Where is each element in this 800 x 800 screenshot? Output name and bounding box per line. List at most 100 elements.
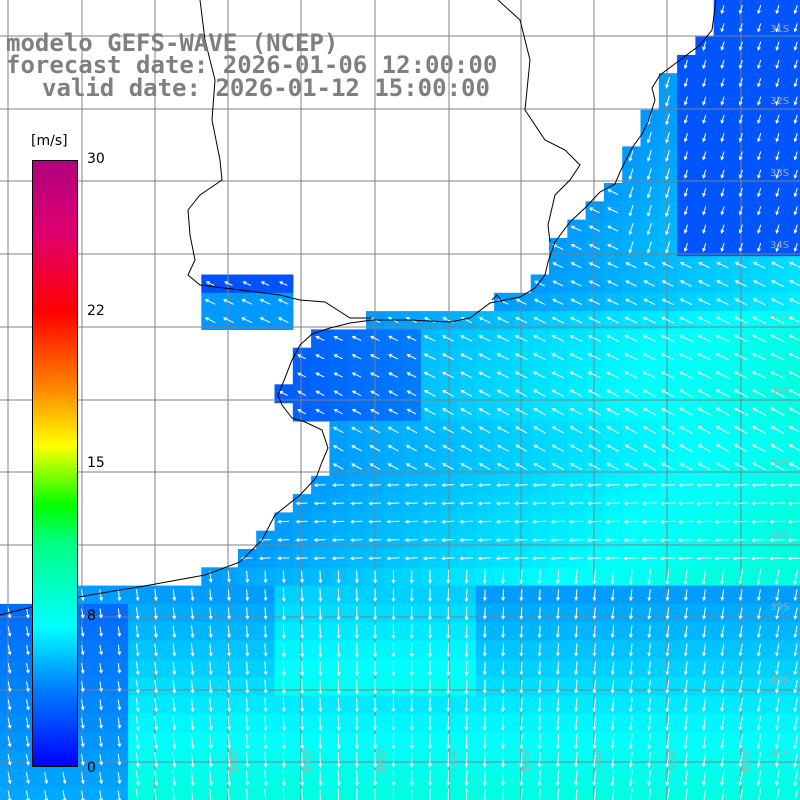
wind-arrow [720,242,725,253]
wind-arrow [738,59,743,70]
speed-cell [786,91,800,111]
wind-arrow [117,589,122,602]
wind-arrow [80,681,85,693]
wind-arrow [665,95,671,107]
wind-arrow [625,280,637,287]
wind-arrow [428,569,432,584]
speed-cell [219,786,239,800]
wind-arrow [537,589,542,602]
wind-arrow [793,568,799,586]
wind-arrow [227,770,232,787]
wind-arrow [460,390,473,397]
wind-arrow [586,501,602,506]
wind-arrow [423,408,436,416]
wind-arrow [775,78,780,88]
wind-arrow [446,697,451,713]
wind-arrow [610,752,615,768]
wind-arrow [665,734,670,750]
wind-arrow [610,770,615,787]
lat-label: 31S [770,24,790,35]
speed-cell [786,567,800,587]
wind-arrow [624,316,638,324]
wind-arrow [520,788,523,800]
wind-arrow [701,752,707,768]
wind-arrow [446,715,451,731]
wind-arrow [318,606,323,621]
wind-arrow [569,426,583,434]
wind-arrow [793,187,798,198]
wind-arrow [80,626,85,638]
wind-arrow [80,699,85,711]
wind-arrow [373,752,378,768]
speed-cell [786,183,800,202]
wind-arrow [496,335,510,342]
wind-arrow [227,679,232,694]
wind-arrow [628,204,634,217]
speed-cell [786,109,800,129]
wind-arrow [446,752,451,768]
wind-arrow [623,501,639,506]
wind-arrow [349,538,363,542]
speed-cell [36,786,56,800]
wind-arrow [683,59,688,70]
wind-arrow [555,697,560,713]
wind-arrow [750,501,767,506]
speed-cell [786,695,800,715]
wind-arrow [519,715,524,731]
wind-arrow [208,752,213,768]
wind-arrow [172,770,177,787]
wind-arrow [373,770,378,787]
wind-arrow [732,501,749,506]
wind-arrow [537,625,542,639]
wind-arrow [373,588,378,603]
wind-arrow [607,189,619,195]
wind-arrow [388,372,399,378]
wind-arrow [459,519,473,524]
wind-arrow [336,678,341,695]
wind-arrow [333,390,343,397]
wind-arrow [628,697,633,713]
wind-arrow [702,96,707,106]
wind-arrow [587,335,602,342]
wind-arrow [336,660,341,677]
wind-arrow [428,624,432,640]
wind-arrow [665,661,670,676]
wind-arrow [336,752,341,768]
wind-arrow [227,788,230,800]
wind-arrow [555,625,560,639]
wind-arrow [318,660,323,677]
wind-arrow [459,501,473,506]
wind-arrow [738,643,743,657]
wind-arrow [331,538,345,542]
wind-arrow [679,444,693,453]
wind-arrow [205,281,215,286]
wind-arrow [514,389,528,398]
wind-arrow [696,501,712,506]
wind-arrow [405,463,418,470]
wind-arrow [135,661,140,676]
wind-arrow [245,752,250,768]
wind-arrow [263,589,268,602]
wind-arrow [550,519,565,524]
wind-arrow [446,642,451,658]
wind-arrow [775,4,780,15]
wind-arrow [733,462,748,471]
wind-arrow [482,697,487,713]
wind-arrow [683,151,688,161]
wind-arrow [373,660,378,677]
wind-arrow [555,607,560,620]
wind-arrow [533,463,546,471]
wind-arrow [605,371,620,379]
wind-arrow [423,390,436,397]
wind-arrow [757,169,762,179]
wind-arrow [514,483,528,488]
wind-arrow [446,569,451,585]
wind-arrow [793,589,798,602]
wind-arrow [733,353,749,361]
wind-arrow [757,78,762,88]
wind-arrow [623,556,639,561]
wind-arrow [720,734,725,750]
wind-arrow [318,678,323,695]
wind-arrow [135,734,140,750]
wind-arrow [788,462,800,470]
